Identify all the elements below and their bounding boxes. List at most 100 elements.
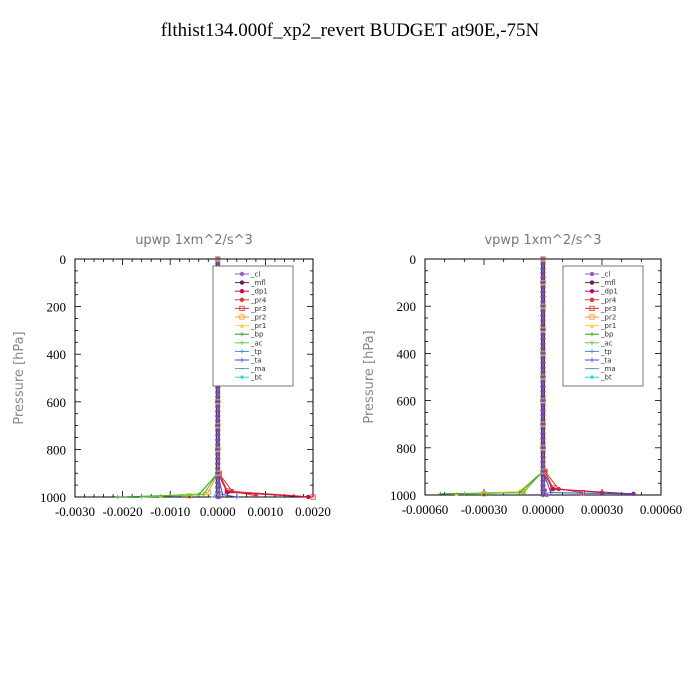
legend-label: _ma (250, 365, 266, 373)
data-point (215, 401, 220, 403)
data-point (541, 418, 546, 420)
legend-label: _pr2 (250, 314, 266, 322)
data-point (215, 448, 220, 450)
data-point (215, 458, 220, 460)
data-point (541, 484, 546, 486)
x-tick-label: 0.00060 (640, 502, 682, 517)
legend-label: _pr4 (250, 296, 267, 304)
data-point (541, 291, 546, 293)
data-point (541, 352, 546, 354)
data-point (215, 453, 220, 455)
panel-title: vpwp 1xm^2/s^3 (484, 233, 601, 248)
data-point (541, 456, 546, 458)
data-point (541, 451, 546, 453)
data-point (541, 319, 546, 321)
data-point (551, 487, 555, 491)
legend-label: _bp (250, 331, 264, 339)
y-tick-label: 0 (410, 252, 417, 267)
data-point (541, 258, 546, 260)
data-point (215, 391, 220, 393)
series-line-pr1 (161, 259, 218, 496)
data-point (541, 281, 546, 283)
legend-label: _pr3 (250, 305, 266, 313)
data-point (541, 470, 546, 472)
legend-label: _ac (250, 339, 263, 347)
data-point (215, 491, 220, 493)
data-point (541, 310, 546, 312)
legend-marker (240, 272, 244, 276)
data-point (541, 324, 546, 326)
data-point (215, 405, 220, 407)
data-point (541, 338, 546, 340)
legend-label: _pr3 (600, 305, 616, 313)
y-axis-label: Pressure [hPa] (362, 330, 377, 423)
data-point (215, 424, 220, 426)
data-point (541, 362, 546, 364)
data-point (225, 490, 229, 494)
legend-label: _tp (600, 348, 612, 356)
series-line-pr1 (456, 259, 543, 494)
data-point (541, 272, 546, 274)
legend-label: _ta (600, 357, 612, 365)
data-point (541, 395, 546, 397)
data-point (215, 386, 220, 388)
chart-panel-2: vpwp 1xm^2/s^3 Pressure [hPa] 0 200 400 600 80… (362, 233, 682, 517)
data-point (541, 329, 546, 331)
data-point (541, 366, 546, 368)
legend-label: _pr2 (600, 314, 616, 322)
y-tick-label: 400 (47, 347, 67, 362)
legend-label: _tp (250, 348, 262, 356)
data-point (541, 390, 546, 392)
legend-marker (590, 272, 594, 276)
data-point (215, 477, 220, 479)
data-point (541, 437, 546, 439)
x-tick-label: 0.0020 (295, 504, 331, 519)
data-point (215, 429, 220, 431)
series-line-bp (441, 259, 543, 494)
x-tick-label: -0.0010 (150, 504, 190, 519)
data-point (541, 409, 546, 411)
data-point (215, 258, 220, 260)
data-point (541, 447, 546, 449)
y-tick-label: 200 (397, 299, 417, 314)
data-point (600, 490, 604, 494)
data-point (541, 432, 546, 434)
data-point (215, 263, 220, 265)
series-line-ac (142, 259, 218, 497)
data-point (541, 428, 546, 430)
data-point (541, 371, 546, 373)
data-point (541, 461, 546, 463)
data-point (215, 410, 220, 412)
data-point (541, 267, 546, 269)
y-tick-label: 0 (60, 252, 67, 267)
legend-marker (240, 289, 244, 293)
data-point (215, 462, 220, 464)
legend-label: _mfl (250, 279, 266, 287)
legend-label: _bt (250, 374, 262, 382)
data-point (306, 495, 310, 499)
data-point (541, 480, 546, 482)
data-point (215, 467, 220, 469)
series-line-pr2 (484, 259, 543, 494)
data-point (139, 495, 143, 499)
y-tick-label: 1000 (390, 488, 416, 503)
legend-marker (590, 289, 594, 293)
legend-marker (240, 298, 244, 302)
data-point (541, 376, 546, 378)
data-point (215, 496, 220, 498)
data-point (116, 495, 120, 499)
x-tick-label: -0.00060 (402, 502, 449, 517)
data-point (215, 420, 220, 422)
legend-label: _pr1 (600, 322, 616, 330)
legend-label: _ma (600, 365, 616, 373)
x-tick-label: 0.0000 (200, 504, 236, 519)
series-line-ac (464, 259, 543, 494)
x-tick-label: 0.00030 (581, 502, 623, 517)
data-point (541, 305, 546, 307)
data-point (541, 357, 546, 359)
data-point (541, 300, 546, 302)
data-point (541, 314, 546, 316)
data-point (541, 404, 546, 406)
y-tick-label: 800 (397, 441, 417, 456)
